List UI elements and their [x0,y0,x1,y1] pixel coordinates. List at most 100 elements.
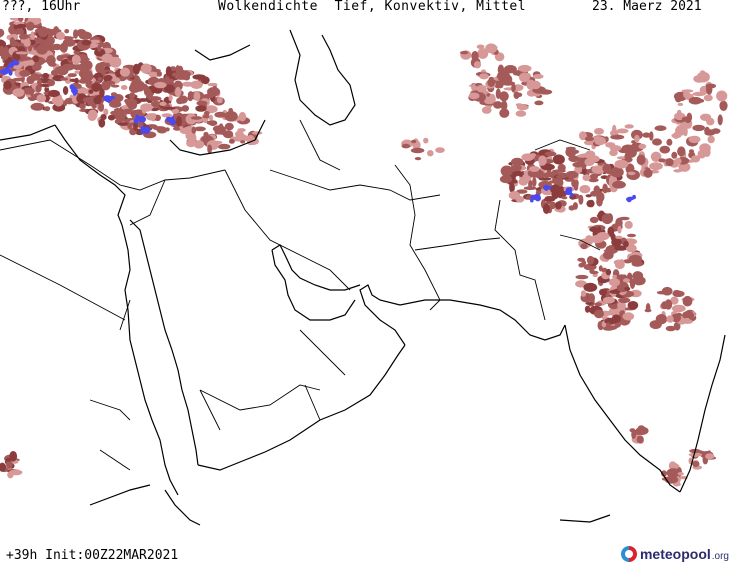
cloud-cell [717,114,723,126]
cloud-cell [97,77,103,81]
cloud-cell [156,127,167,134]
cloud-cell [168,94,173,102]
cloud-cell [162,106,176,110]
cloud-cell [154,81,167,89]
cloud-cell [104,80,116,85]
cloud-cell [36,44,48,55]
cloud-cell [616,128,629,134]
cloud-cell [479,73,489,80]
cloud-cell [584,136,594,142]
cloud-cell [171,108,180,114]
cloud-cell [631,129,643,140]
cloud-cell [190,116,203,120]
cloud-cell [532,177,537,187]
cloud-cell [586,255,595,265]
cloud-cell [628,254,642,264]
cloud-cell [594,309,604,319]
cloud-cell [565,147,577,158]
cloud-cell [636,154,646,166]
cloud-cell [175,116,182,127]
cloud-cell [477,48,489,59]
cloud-cell [617,300,626,311]
cloud-cell [589,270,599,275]
cloud-cell [79,102,86,110]
cloud-cell [692,124,705,132]
cloud-cell [551,178,564,182]
cloud-cell [681,89,694,93]
cloud-cell [509,181,515,193]
cloud-cell [609,289,621,294]
cloud-cell [74,70,80,74]
cloud-cell [601,213,613,225]
cloud-cell [109,100,122,108]
cloud-cell [578,194,584,205]
cloud-cell [164,84,175,93]
cloud-cell [627,233,636,238]
cloud-cell [98,102,105,112]
cloud-cell [183,74,191,81]
cloud-cell [0,462,7,472]
cloud-cell [64,29,70,34]
convective-cell [140,125,145,134]
cloud-cell [18,18,24,22]
cloud-cell [670,296,679,305]
cloud-cell [150,100,161,108]
cloud-cell [540,163,555,171]
cloud-cell [528,179,533,189]
cloud-cell [62,38,76,47]
cloud-cell [699,143,711,153]
cloud-cell [716,90,728,102]
cloud-cell [32,55,40,63]
convective-cell [568,187,573,192]
cloud-cell [642,132,651,138]
cloud-cell [194,126,206,132]
cloud-cell [100,114,107,121]
cloud-cell [81,39,92,46]
cloud-cell [30,31,35,41]
cloud-cell [485,43,498,54]
cloud-cell [650,151,662,162]
cloud-cell [56,31,65,40]
cloud-cell [1,53,8,61]
cloud-cell [565,170,579,179]
cloud-cell [511,83,516,93]
cloud-cell [59,77,68,81]
cloud-cell [18,33,30,40]
cloud-cell [582,174,591,182]
cloud-cell [0,45,5,56]
convective-cell [10,61,15,67]
cloud-cell [608,278,621,287]
cloud-cell [534,100,544,106]
cloud-cell [82,97,97,103]
cloud-cell [529,166,540,172]
coastlines [0,29,726,526]
cloud-cell [700,113,712,122]
cloud-cell [48,62,57,67]
cloud-cell [35,84,42,93]
cloud-cell [579,185,591,194]
cloud-cell [484,98,495,105]
cloud-cell [156,71,162,77]
cloud-cell [523,186,537,191]
cloud-cell [252,131,263,135]
cloud-cell [612,180,626,189]
cloud-cell [614,159,629,169]
convective-cell [104,98,112,103]
cloud-cell [224,122,234,131]
cloud-cell [193,140,205,149]
convective-cell [627,196,635,201]
cloud-cell [542,203,551,214]
cloud-cell [596,232,610,241]
cloud-cell [584,305,591,313]
cloud-cell [71,54,81,65]
cloud-cell [44,106,51,112]
cloud-cell [226,113,237,118]
cloud-cell [161,113,173,118]
cloud-cell [588,178,599,183]
cloud-cell [103,74,113,83]
cloud-cell [423,137,429,144]
cloud-cell [532,74,544,79]
cloud-cell [148,78,154,83]
cloud-cell [216,96,223,104]
cloud-cell [538,155,547,166]
